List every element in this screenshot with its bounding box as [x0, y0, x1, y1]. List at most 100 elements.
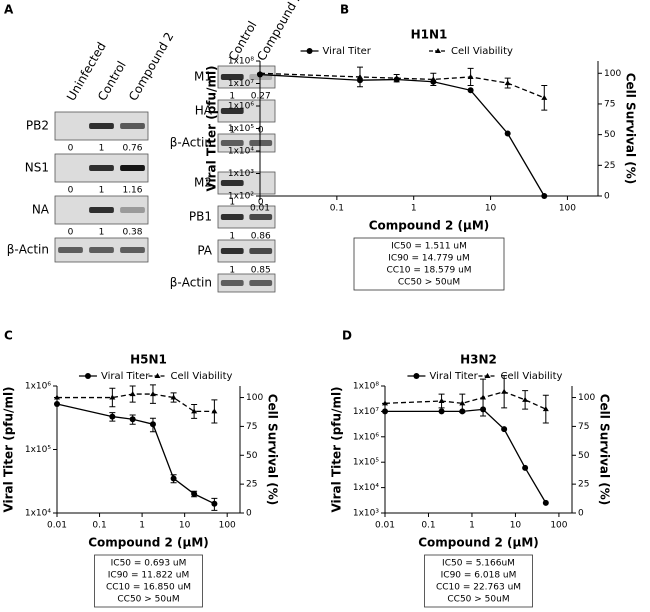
- quantification: 1: [229, 198, 235, 208]
- y-tick-label: 1x10²: [228, 192, 255, 202]
- point: [257, 70, 263, 76]
- stats-line: IC90 = 6.018 uM: [441, 571, 517, 581]
- y-tick-label: 1x10⁵: [353, 458, 380, 468]
- point: [356, 73, 363, 79]
- point: [54, 394, 60, 400]
- lane-label: Compound 2: [254, 0, 304, 63]
- x-tick-label: 0.1: [421, 521, 435, 531]
- x-tick-label: 100: [219, 521, 236, 531]
- y-tick-label: 1x10⁵: [228, 124, 255, 134]
- y-tick-label: 1x10⁷: [353, 407, 380, 417]
- row-label: NS1: [25, 161, 49, 175]
- x-tick-label: 0.01: [47, 521, 67, 531]
- blot-strip: [217, 133, 276, 153]
- row-label: M2: [194, 176, 212, 190]
- panel-label: A: [4, 3, 14, 17]
- quantification: 0: [68, 228, 74, 238]
- y-tick-label: 1x10³: [228, 169, 255, 179]
- quantification: 0: [258, 198, 264, 208]
- point: [430, 76, 437, 82]
- panel-label: D: [342, 329, 352, 343]
- row-label: β-Actin: [170, 136, 212, 150]
- quantification: 0.76: [122, 144, 142, 154]
- row-label: NA: [32, 203, 50, 217]
- y-tick-label: 1x10³: [353, 509, 380, 519]
- blot-strip: [217, 65, 276, 89]
- legend-marker: [484, 373, 491, 378]
- y-tick-label: 1x10⁷: [228, 79, 255, 89]
- y-tick-label: 1x10⁶: [228, 102, 255, 112]
- quantification: 1: [229, 266, 235, 276]
- point: [480, 394, 487, 400]
- y2-axis-label: Cell Survival (%): [266, 394, 280, 506]
- y2-tick-label: 75: [578, 422, 589, 432]
- blot-strip: [217, 99, 276, 123]
- quantification: 0: [258, 126, 264, 136]
- point: [170, 475, 177, 482]
- stats-line: IC50 = 5.166uM: [442, 559, 515, 569]
- point: [501, 388, 508, 394]
- y-tick-label: 1x10⁶: [353, 432, 380, 442]
- actin-band: [120, 247, 145, 253]
- y2-tick-label: 0: [578, 509, 584, 519]
- legend-marker: [413, 373, 420, 379]
- y2-axis-label: Cell Survival (%): [624, 73, 638, 185]
- chart-title: H1N1: [411, 28, 448, 42]
- band: [249, 180, 272, 186]
- actin-band: [89, 247, 114, 253]
- point: [129, 391, 136, 397]
- stats-line: CC50 > 50uM: [398, 278, 460, 288]
- point: [382, 408, 388, 415]
- band: [220, 214, 244, 220]
- row-label: HA: [195, 104, 213, 118]
- row-label: M1: [194, 70, 212, 84]
- point: [542, 499, 549, 506]
- band: [120, 207, 145, 213]
- blot-strip: [217, 205, 276, 229]
- point: [191, 490, 198, 497]
- y-axis-label: Viral Titer (pfu/ml): [330, 386, 344, 512]
- point: [542, 406, 549, 412]
- point: [109, 394, 116, 400]
- legend-label: Viral Titer: [323, 46, 372, 57]
- quantification: 0: [68, 186, 74, 196]
- point: [54, 401, 60, 408]
- band: [220, 74, 244, 80]
- actin-band: [249, 280, 273, 286]
- actin-band: [220, 280, 244, 286]
- point: [522, 396, 529, 402]
- point: [149, 391, 156, 397]
- band: [220, 108, 244, 114]
- legend-label: Cell Viability: [451, 46, 513, 57]
- band: [220, 180, 244, 186]
- x-tick-label: 10: [179, 521, 191, 531]
- x-tick-label: 10: [485, 204, 497, 214]
- band: [120, 123, 145, 129]
- y-tick-label: 1x10⁸: [353, 382, 380, 392]
- quantification: 1: [229, 92, 235, 102]
- quantification: 0.85: [251, 266, 271, 276]
- x-tick-label: 0.1: [92, 521, 106, 531]
- band: [58, 207, 83, 213]
- stats-line: CC10 = 16.850 uM: [106, 583, 191, 593]
- x-tick-label: 1: [139, 521, 145, 531]
- point: [467, 87, 474, 94]
- y-axis-label: Viral Titer (pfu/ml): [205, 65, 219, 191]
- row-label: PA: [197, 244, 212, 258]
- series-line: [259, 73, 545, 197]
- point: [211, 500, 218, 507]
- legend-marker: [306, 48, 313, 54]
- x-tick-label: 10: [510, 521, 522, 531]
- band: [89, 165, 114, 171]
- point: [504, 80, 511, 86]
- stats-line: IC90 = 14.779 uM: [388, 254, 469, 264]
- y-tick-label: 1x10⁵: [25, 445, 52, 455]
- point: [211, 408, 218, 414]
- y2-tick-label: 50: [604, 130, 616, 140]
- quantification: 1: [99, 144, 105, 154]
- point: [541, 94, 548, 100]
- legend-label: Cell Viability: [501, 371, 563, 382]
- point: [459, 400, 466, 406]
- y2-tick-label: 100: [604, 69, 621, 79]
- point: [541, 193, 548, 199]
